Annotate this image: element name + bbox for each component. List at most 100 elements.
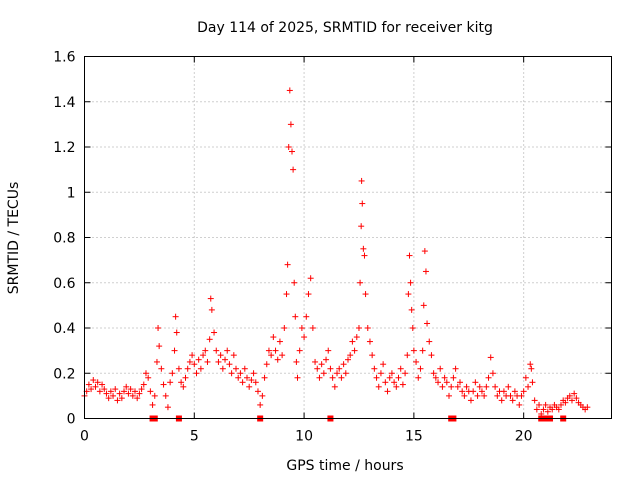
data-point <box>224 347 231 354</box>
data-point <box>239 379 246 386</box>
data-point <box>364 325 371 331</box>
data-point <box>405 291 412 298</box>
data-point <box>96 388 103 395</box>
data-point <box>127 386 134 393</box>
data-point <box>386 374 393 381</box>
data-point <box>112 386 119 393</box>
data-point <box>542 401 549 408</box>
data-point <box>325 347 332 354</box>
data-point <box>230 352 237 359</box>
data-point <box>347 352 354 359</box>
data-point <box>384 388 391 395</box>
y-tick-label: 1.2 <box>53 140 75 156</box>
data-point <box>222 356 229 363</box>
data-point <box>153 358 160 365</box>
data-point <box>404 352 411 359</box>
y-tick-label: 1.4 <box>53 95 75 111</box>
data-point <box>123 383 130 390</box>
data-point <box>478 388 485 395</box>
data-point <box>298 325 305 331</box>
data-point <box>213 347 220 354</box>
data-point <box>105 395 112 402</box>
data-point <box>472 379 479 386</box>
data-point <box>428 352 435 359</box>
data-point <box>142 370 149 377</box>
data-point <box>531 397 538 404</box>
data-point <box>289 148 296 155</box>
data-point <box>518 392 525 399</box>
data-point <box>323 356 330 363</box>
data-point <box>492 383 499 390</box>
y-tick-label: 0 <box>67 412 76 428</box>
data-point <box>408 306 415 313</box>
data-point <box>461 392 468 399</box>
data-point <box>452 365 459 372</box>
data-point <box>158 365 165 372</box>
data-point <box>566 392 573 399</box>
data-point <box>509 397 516 404</box>
y-tick-label: 1 <box>67 185 76 201</box>
data-point <box>467 397 474 404</box>
data-point <box>110 392 117 399</box>
data-point <box>134 395 141 402</box>
data-point <box>353 334 360 341</box>
x-tick-label: 5 <box>190 429 199 445</box>
data-point <box>248 377 255 384</box>
data-point <box>430 370 437 377</box>
data-point <box>307 275 314 282</box>
data-point <box>204 358 211 365</box>
data-point <box>90 377 97 384</box>
data-point <box>180 383 187 390</box>
data-point <box>377 370 384 377</box>
data-point <box>420 302 427 309</box>
y-tick-label: 1.6 <box>53 50 75 66</box>
y-tick-label: 0.2 <box>53 366 75 382</box>
y-tick-label: 0.6 <box>53 276 75 292</box>
data-point <box>243 374 250 381</box>
data-point <box>361 252 368 259</box>
data-point <box>125 390 132 397</box>
data-point <box>520 388 527 395</box>
data-point <box>173 329 180 336</box>
data-point <box>145 374 152 381</box>
data-point <box>265 347 272 354</box>
data-point <box>284 261 291 268</box>
data-point <box>393 383 400 390</box>
data-point <box>584 404 591 411</box>
data-point <box>270 334 277 341</box>
data-point <box>116 390 123 397</box>
data-point <box>483 383 490 390</box>
data-point <box>136 390 143 397</box>
data-point <box>129 392 136 399</box>
data-point <box>345 356 351 363</box>
data-point <box>417 365 424 372</box>
data-point <box>409 325 416 331</box>
data-point <box>470 388 477 395</box>
data-point <box>397 365 404 372</box>
data-point <box>413 358 420 365</box>
data-point <box>149 401 156 408</box>
data-point <box>101 386 108 393</box>
data-point <box>107 388 114 395</box>
data-point <box>544 408 551 415</box>
data-point <box>474 392 481 399</box>
data-point <box>92 383 99 390</box>
data-point <box>349 338 356 345</box>
data-point <box>485 374 492 381</box>
data-point <box>331 383 338 390</box>
data-point <box>162 392 169 399</box>
data-point <box>246 383 253 390</box>
data-point <box>99 381 106 388</box>
data-point <box>279 352 286 359</box>
data-point <box>259 392 266 399</box>
data-point <box>327 365 334 372</box>
data-point <box>318 361 325 368</box>
data-point <box>366 338 373 345</box>
data-point <box>191 361 198 368</box>
data-point <box>415 374 422 381</box>
data-point <box>443 379 450 386</box>
data-point <box>309 325 316 331</box>
data-point <box>272 347 279 354</box>
data-point <box>197 365 204 372</box>
